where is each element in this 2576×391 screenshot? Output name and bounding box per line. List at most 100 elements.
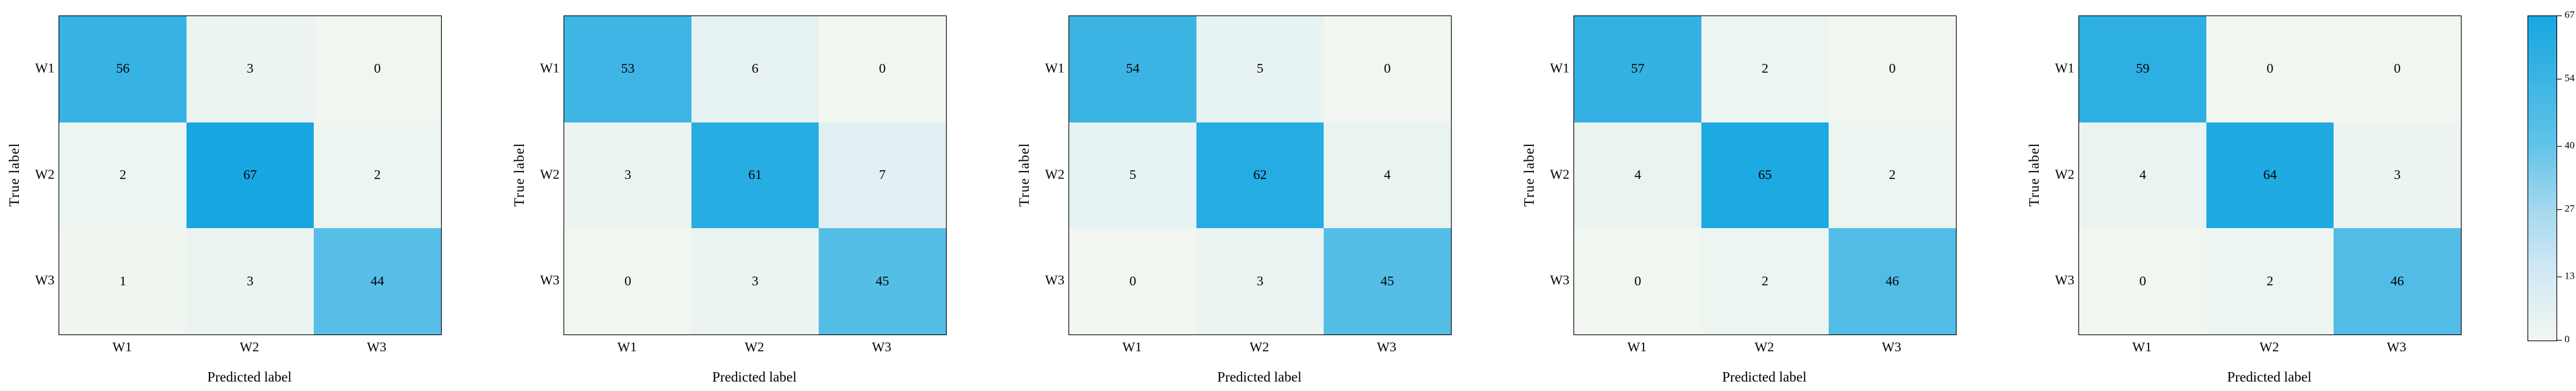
x-axis-label: Predicted label bbox=[1217, 369, 1302, 385]
cell-value: 64 bbox=[2263, 167, 2277, 182]
matrix-cell-r2c1: 4 bbox=[2079, 122, 2206, 229]
y-tick-label: W3 bbox=[1045, 273, 1064, 288]
cell-value: 7 bbox=[879, 167, 886, 182]
colorbar-tick-mark bbox=[2557, 146, 2562, 147]
y-tick-label: W3 bbox=[35, 273, 55, 288]
y-tick-label: W1 bbox=[35, 61, 55, 76]
confusion-matrix-panel-2: True label 53 6 0 3 61 7 0 3 45 Predicted label … bbox=[505, 0, 1010, 391]
cell-value: 65 bbox=[1758, 167, 1772, 182]
confusion-matrix-panel-5: True label 59 0 0 4 64 3 0 2 46 Predicted label … bbox=[2020, 0, 2525, 391]
heatmap-grid: 56 3 0 2 67 2 1 3 44 bbox=[59, 15, 442, 335]
matrix-cell-r1c1: 56 bbox=[59, 16, 187, 122]
matrix-cell-r1c1: 57 bbox=[1574, 16, 1701, 122]
matrix-cell-r2c2: 65 bbox=[1701, 122, 1829, 229]
matrix-cell-r3c1: 0 bbox=[564, 228, 691, 334]
matrix-cell-r3c2: 2 bbox=[2206, 228, 2334, 334]
x-tick-label: W3 bbox=[872, 340, 891, 355]
x-tick-label: W1 bbox=[112, 340, 132, 355]
matrix-cell-r3c3: 45 bbox=[1324, 228, 1451, 334]
matrix-cell-r3c3: 46 bbox=[2334, 228, 2461, 334]
cell-value: 4 bbox=[1384, 167, 1391, 182]
y-tick-label: W1 bbox=[1550, 61, 1569, 76]
colorbar: 67 54 40 27 13 0 bbox=[2525, 0, 2576, 391]
x-tick-label: W2 bbox=[1755, 340, 1774, 355]
matrix-cell-r2c2: 64 bbox=[2206, 122, 2334, 229]
cell-value: 2 bbox=[1889, 167, 1896, 182]
matrix-cell-r3c2: 3 bbox=[187, 228, 314, 334]
cell-value: 2 bbox=[119, 167, 127, 182]
x-tick-label: W3 bbox=[1882, 340, 1901, 355]
matrix-cell-r1c2: 0 bbox=[2206, 16, 2334, 122]
cell-value: 0 bbox=[1129, 273, 1137, 289]
cell-value: 3 bbox=[246, 273, 254, 289]
matrix-cell-r1c3: 0 bbox=[314, 16, 441, 122]
cell-value: 0 bbox=[2394, 61, 2401, 77]
y-tick-label: W1 bbox=[540, 61, 560, 76]
matrix-cell-r2c3: 3 bbox=[2334, 122, 2461, 229]
cell-value: 3 bbox=[751, 273, 759, 289]
colorbar-tick-mark bbox=[2557, 209, 2562, 210]
x-tick-label: W1 bbox=[617, 340, 637, 355]
cell-value: 0 bbox=[1384, 61, 1391, 77]
cell-value: 5 bbox=[1129, 167, 1137, 182]
cell-value: 67 bbox=[243, 167, 257, 182]
matrix-cell-r1c2: 6 bbox=[691, 16, 819, 122]
matrix-cell-r1c3: 0 bbox=[819, 16, 946, 122]
x-tick-label: W3 bbox=[2387, 340, 2406, 355]
heatmap-grid: 59 0 0 4 64 3 0 2 46 bbox=[2078, 15, 2462, 335]
x-tick-label: W1 bbox=[1627, 340, 1647, 355]
cell-value: 53 bbox=[621, 61, 635, 77]
x-axis-label: Predicted label bbox=[2227, 369, 2312, 385]
matrix-cell-r3c2: 3 bbox=[691, 228, 819, 334]
matrix-cell-r1c3: 0 bbox=[1324, 16, 1451, 122]
cell-value: 0 bbox=[1889, 61, 1896, 77]
cell-value: 4 bbox=[1634, 167, 1641, 182]
matrix-cell-r1c2: 2 bbox=[1701, 16, 1829, 122]
matrix-cell-r2c3: 7 bbox=[819, 122, 946, 229]
cell-value: 1 bbox=[119, 273, 127, 289]
matrix-cell-r2c3: 4 bbox=[1324, 122, 1451, 229]
cell-value: 3 bbox=[624, 167, 632, 182]
matrix-cell-r3c1: 0 bbox=[1574, 228, 1701, 334]
matrix-cell-r2c2: 61 bbox=[691, 122, 819, 229]
matrix-cell-r2c1: 4 bbox=[1574, 122, 1701, 229]
cell-value: 2 bbox=[1761, 273, 1769, 289]
matrix-cell-r3c3: 45 bbox=[819, 228, 946, 334]
x-axis-label: Predicted label bbox=[207, 369, 292, 385]
cell-value: 57 bbox=[1631, 61, 1645, 77]
cell-value: 5 bbox=[1256, 61, 1264, 77]
confusion-matrix-panel-1: True label 56 3 0 2 67 2 1 3 44 Predicted label … bbox=[0, 0, 505, 391]
x-tick-label: W2 bbox=[2260, 340, 2279, 355]
matrix-cell-r3c2: 2 bbox=[1701, 228, 1829, 334]
matrix-cell-r1c1: 54 bbox=[1069, 16, 1196, 122]
cell-value: 45 bbox=[875, 273, 889, 289]
y-tick-label: W2 bbox=[2055, 167, 2074, 182]
cell-value: 2 bbox=[374, 167, 381, 182]
cell-value: 56 bbox=[116, 61, 130, 77]
cell-value: 6 bbox=[751, 61, 759, 77]
matrix-cell-r3c3: 44 bbox=[314, 228, 441, 334]
y-tick-label: W3 bbox=[1550, 273, 1569, 288]
cell-value: 0 bbox=[624, 273, 632, 289]
matrix-cell-r3c2: 3 bbox=[1196, 228, 1324, 334]
cell-value: 3 bbox=[1256, 273, 1264, 289]
y-tick-label: W1 bbox=[2055, 61, 2074, 76]
y-tick-label: W3 bbox=[540, 273, 560, 288]
x-tick-label: W3 bbox=[1377, 340, 1396, 355]
y-tick-label: W2 bbox=[35, 167, 55, 182]
cell-value: 62 bbox=[1253, 167, 1267, 182]
matrix-cell-r1c1: 53 bbox=[564, 16, 691, 122]
x-tick-label: W1 bbox=[2132, 340, 2152, 355]
cell-value: 2 bbox=[2266, 273, 2274, 289]
cell-value: 0 bbox=[2139, 273, 2146, 289]
cell-value: 61 bbox=[748, 167, 762, 182]
cell-value: 0 bbox=[879, 61, 886, 77]
x-tick-label: W3 bbox=[367, 340, 386, 355]
cell-value: 2 bbox=[1761, 61, 1769, 77]
x-axis-label: Predicted label bbox=[712, 369, 797, 385]
colorbar-tick-label: 27 bbox=[2565, 203, 2575, 215]
cell-value: 46 bbox=[2390, 273, 2404, 289]
colorbar-tick-mark bbox=[2557, 340, 2562, 341]
cell-value: 46 bbox=[1885, 273, 1899, 289]
